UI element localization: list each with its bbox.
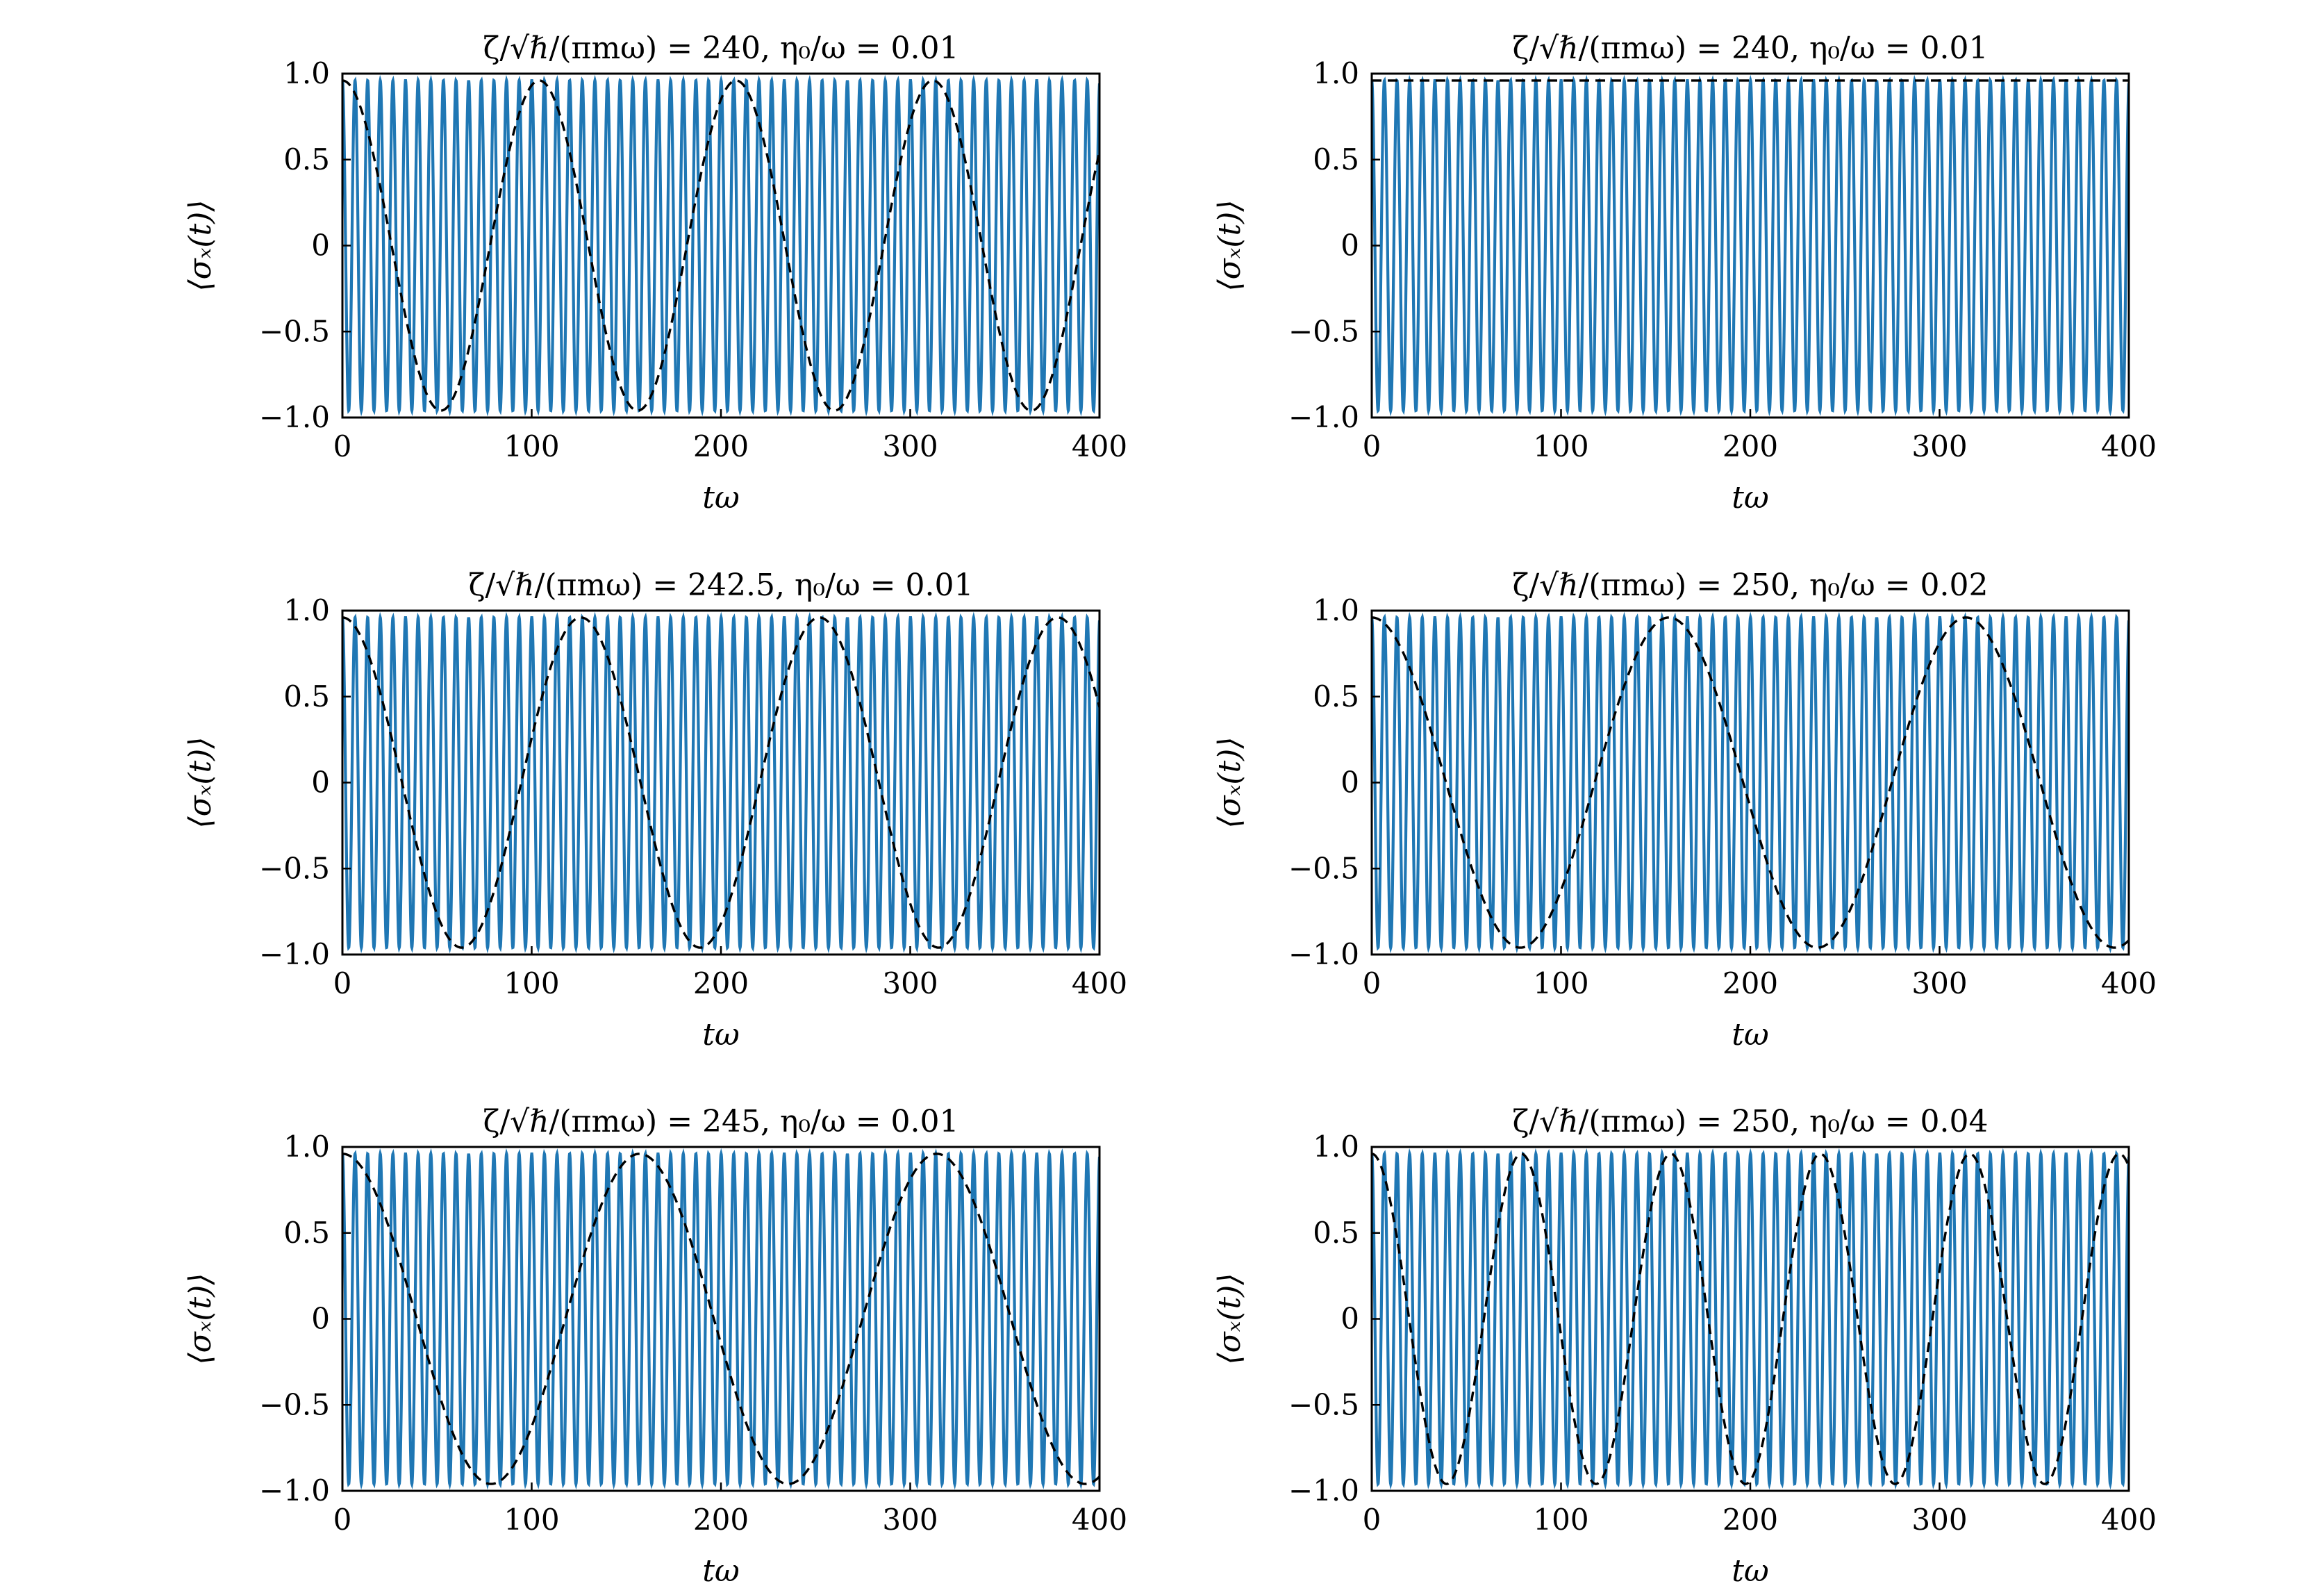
y-tick-label: 0.5 (283, 1216, 330, 1250)
x-tick-label: 400 (1072, 429, 1127, 463)
panel-2: 0 100 200 300 400 −1.0 −0.5 0 0.5 1.0 ζ/√ℏ/(πmω) =… (1212, 31, 2157, 515)
y-tick-label: −0.5 (259, 1387, 330, 1421)
panel-title: ζ/√ℏ/(πmω) = 240, η₀/ω = 0.01 (1512, 31, 1988, 66)
x-axis-label: tω (1732, 480, 1769, 515)
y-tick-label: 1.0 (1313, 56, 1359, 90)
x-tick-label: 100 (504, 429, 559, 463)
x-tick-label: 100 (504, 966, 559, 1000)
panel-6: 0 100 200 300 400 −1.0 −0.5 0 0.5 1.0 ζ/√ℏ/(πmω) =… (1212, 1104, 2157, 1586)
panel-title: ζ/√ℏ/(πmω) = 245, η₀/ω = 0.01 (483, 1104, 958, 1139)
oscillation-series-line (342, 611, 1099, 954)
x-tick-label: 200 (693, 1503, 749, 1537)
y-tick-label: 0.5 (1313, 679, 1359, 713)
x-tick-label: 200 (693, 966, 749, 1000)
x-tick-label: 300 (882, 1503, 938, 1537)
y-tick-label: 0 (311, 229, 330, 263)
envelope-series-line (342, 1153, 1099, 1485)
x-tick-label: 200 (1723, 1503, 1778, 1537)
y-tick-label: −1.0 (259, 1473, 330, 1507)
y-tick-label: 0.5 (1313, 142, 1359, 176)
y-tick-label: 1.0 (1313, 593, 1359, 627)
y-tick-label: −0.5 (1288, 1387, 1359, 1421)
x-tick-label: 300 (882, 966, 938, 1000)
y-tick-label: −1.0 (1288, 937, 1359, 971)
panel-1: 0 100 200 300 400 −1.0 −0.5 0 0.5 1.0 ζ/√ℏ/(πmω) =… (183, 31, 1127, 515)
panel-title: ζ/√ℏ/(πmω) = 250, η₀/ω = 0.04 (1512, 1104, 1988, 1139)
envelope-series-line (342, 79, 1099, 412)
x-axis-label: tω (1732, 1017, 1769, 1052)
x-tick-label: 400 (2101, 1503, 2157, 1537)
y-tick-label: 0.5 (283, 142, 330, 176)
panel-3: 0 100 200 300 400 −1.0 −0.5 0 0.5 1.0 ζ/√ℏ/(πmω) =… (183, 568, 1127, 1052)
y-tick-label: 1.0 (283, 56, 330, 90)
y-tick-label: 0 (1341, 229, 1359, 263)
y-axis-label: ⟨σₓ(t)⟩ (183, 1273, 218, 1365)
x-tick-label: 300 (882, 429, 938, 463)
y-tick-label: −1.0 (259, 937, 330, 971)
y-tick-label: 0 (1341, 1302, 1359, 1336)
x-tick-label: 0 (1363, 1503, 1381, 1537)
x-axis-label: tω (702, 1553, 740, 1586)
envelope-series-line (1372, 616, 2129, 949)
y-axis-label: ⟨σₓ(t)⟩ (1212, 200, 1247, 292)
panel-title: ζ/√ℏ/(πmω) = 250, η₀/ω = 0.02 (1512, 568, 1988, 603)
oscillation-series-line (1372, 611, 2129, 954)
panel-title: ζ/√ℏ/(πmω) = 242.5, η₀/ω = 0.01 (468, 568, 973, 603)
y-tick-label: 1.0 (283, 593, 330, 627)
y-tick-label: 1.0 (1313, 1130, 1359, 1164)
y-tick-label: −0.5 (259, 851, 330, 885)
x-tick-label: 0 (333, 1503, 352, 1537)
x-tick-label: 400 (1072, 1503, 1127, 1537)
y-tick-label: 0 (1341, 766, 1359, 800)
y-tick-label: 0 (311, 1302, 330, 1336)
y-tick-label: −1.0 (1288, 400, 1359, 434)
panel-title: ζ/√ℏ/(πmω) = 240, η₀/ω = 0.01 (483, 31, 958, 66)
oscillation-series-line (1372, 74, 2129, 417)
y-tick-label: −1.0 (1288, 1473, 1359, 1507)
x-tick-label: 200 (1723, 429, 1778, 463)
x-tick-label: 300 (1911, 429, 1967, 463)
x-tick-label: 0 (333, 966, 352, 1000)
y-tick-label: 0 (311, 766, 330, 800)
y-tick-label: −0.5 (259, 314, 330, 348)
x-tick-label: 0 (1363, 429, 1381, 463)
y-tick-label: −1.0 (259, 400, 330, 434)
x-axis-label: tω (702, 1017, 740, 1052)
x-tick-label: 300 (1911, 1503, 1967, 1537)
y-tick-label: −0.5 (1288, 314, 1359, 348)
x-tick-label: 100 (1533, 1503, 1588, 1537)
envelope-series-line (342, 616, 1099, 949)
x-tick-label: 400 (2101, 966, 2157, 1000)
x-axis-label: tω (1732, 1553, 1769, 1586)
y-tick-label: 0.5 (1313, 1216, 1359, 1250)
panel-4: 0 100 200 300 400 −1.0 −0.5 0 0.5 1.0 ζ/√ℏ/(πmω) =… (1212, 568, 2157, 1052)
x-tick-label: 200 (1723, 966, 1778, 1000)
x-tick-label: 300 (1911, 966, 1967, 1000)
y-axis-label: ⟨σₓ(t)⟩ (1212, 1273, 1247, 1365)
x-tick-label: 0 (1363, 966, 1381, 1000)
x-tick-label: 100 (504, 1503, 559, 1537)
y-tick-label: −0.5 (1288, 851, 1359, 885)
x-tick-label: 400 (1072, 966, 1127, 1000)
y-tick-label: 0.5 (283, 679, 330, 713)
oscillation-series-line (342, 1148, 1099, 1490)
oscillation-series-line (342, 74, 1099, 417)
x-tick-label: 400 (2101, 429, 2157, 463)
oscillation-series-line (1372, 1148, 2129, 1490)
x-tick-label: 100 (1533, 966, 1588, 1000)
y-tick-label: 1.0 (283, 1130, 330, 1164)
panel-5: 0 100 200 300 400 −1.0 −0.5 0 0.5 1.0 ζ/√ℏ/(πmω) =… (183, 1104, 1127, 1586)
y-axis-label: ⟨σₓ(t)⟩ (183, 737, 218, 829)
x-tick-label: 100 (1533, 429, 1588, 463)
y-axis-label: ⟨σₓ(t)⟩ (1212, 737, 1247, 829)
envelope-series-line (1372, 1153, 2129, 1485)
x-tick-label: 200 (693, 429, 749, 463)
y-axis-label: ⟨σₓ(t)⟩ (183, 200, 218, 292)
x-axis-label: tω (702, 480, 740, 515)
x-tick-label: 0 (333, 429, 352, 463)
